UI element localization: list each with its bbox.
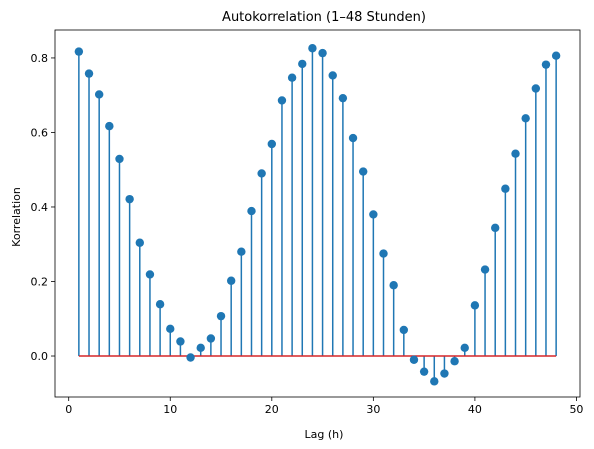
stem-marker bbox=[430, 377, 439, 386]
stem-marker bbox=[541, 60, 551, 69]
stem-marker bbox=[186, 353, 195, 362]
x-axis-ticks: 0 10 20 30 40 50 bbox=[65, 397, 583, 416]
stem-marker bbox=[491, 223, 500, 233]
stem-marker bbox=[399, 325, 409, 335]
y-tick-label: 0.8 bbox=[31, 52, 49, 65]
chart-title: Autokorrelation (1–48 Stunden) bbox=[222, 10, 426, 25]
stem-marker bbox=[94, 90, 104, 99]
stem-marker bbox=[521, 114, 530, 123]
stem-marker bbox=[308, 44, 317, 53]
stem-marker bbox=[338, 93, 348, 103]
stem-marker bbox=[226, 276, 236, 285]
stem-marker bbox=[277, 96, 287, 105]
y-tick-label: 0.2 bbox=[31, 275, 49, 288]
plot-area-frame bbox=[54, 29, 581, 398]
stem-marker bbox=[328, 71, 337, 80]
stem-marker bbox=[480, 265, 490, 274]
stem-marker bbox=[369, 210, 378, 219]
stem-marker bbox=[257, 169, 266, 178]
y-axis-label: Korrelation bbox=[10, 187, 23, 247]
x-axis-label: Lag (h) bbox=[305, 428, 344, 441]
y-tick-label: 0.0 bbox=[31, 350, 49, 363]
x-tick-label: 10 bbox=[163, 403, 177, 416]
stem-marker bbox=[247, 206, 256, 216]
x-tick-label: 20 bbox=[265, 403, 279, 416]
stem-marker bbox=[166, 324, 175, 334]
stem-marker bbox=[450, 357, 459, 366]
stem-marker bbox=[125, 194, 134, 204]
y-tick-label: 0.4 bbox=[31, 201, 49, 214]
stem-marker bbox=[531, 84, 541, 93]
stem-marker bbox=[298, 59, 307, 69]
stem-marker bbox=[348, 133, 358, 143]
stem-marker bbox=[145, 270, 155, 279]
stem-marker bbox=[84, 69, 94, 78]
stem-marker bbox=[115, 154, 124, 164]
stem-marker bbox=[74, 47, 84, 56]
stem-marker bbox=[206, 334, 216, 343]
stem-marker bbox=[551, 51, 561, 60]
y-tick-label: 0.6 bbox=[31, 126, 49, 139]
x-tick-label: 30 bbox=[366, 403, 380, 416]
stem-marker bbox=[379, 249, 388, 258]
x-tick-label: 0 bbox=[65, 403, 72, 416]
x-tick-label: 50 bbox=[569, 403, 583, 416]
stem-marker bbox=[105, 121, 114, 131]
stem-marker bbox=[440, 369, 449, 378]
y-axis-ticks: 0.0 0.2 0.4 0.6 0.8 bbox=[31, 52, 55, 363]
stem-marker bbox=[470, 301, 480, 310]
stem-marker bbox=[409, 355, 419, 364]
stem-marker bbox=[267, 139, 277, 149]
stem-marker bbox=[419, 367, 429, 376]
x-tick-label: 40 bbox=[468, 403, 482, 416]
stem-marker bbox=[155, 300, 165, 309]
stem-marker bbox=[216, 311, 226, 321]
stem-marker bbox=[176, 337, 185, 346]
stem-marker bbox=[196, 343, 205, 353]
stem-marker bbox=[135, 238, 144, 247]
stem-marker bbox=[389, 281, 398, 290]
stem-marker bbox=[287, 73, 297, 82]
stem-marker bbox=[358, 167, 368, 176]
stem-marker bbox=[511, 149, 520, 158]
stem-lines bbox=[78, 48, 557, 382]
stem-marker bbox=[501, 184, 510, 193]
stem-marker bbox=[318, 48, 327, 58]
stem-markers bbox=[74, 44, 561, 386]
stem-marker bbox=[460, 343, 469, 353]
stem-marker bbox=[237, 247, 246, 256]
